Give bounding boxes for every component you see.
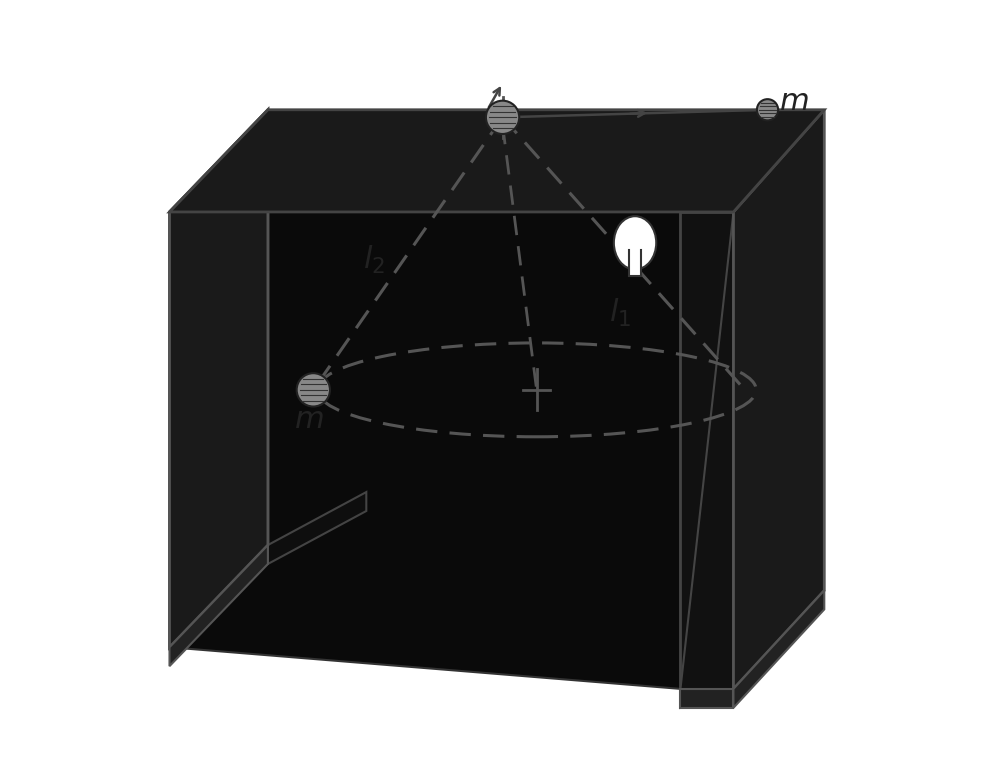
Polygon shape <box>734 110 825 689</box>
Polygon shape <box>680 212 734 708</box>
Polygon shape <box>268 492 366 564</box>
Polygon shape <box>169 545 268 666</box>
Text: $m$: $m$ <box>779 86 809 117</box>
Circle shape <box>486 101 519 134</box>
Polygon shape <box>169 110 268 647</box>
Circle shape <box>757 99 778 120</box>
Circle shape <box>297 373 330 407</box>
Polygon shape <box>169 110 268 647</box>
Ellipse shape <box>614 217 656 269</box>
Bar <box>630 250 641 276</box>
Text: $m$: $m$ <box>294 403 324 435</box>
Polygon shape <box>169 110 825 212</box>
Text: $l_2$: $l_2$ <box>362 244 384 276</box>
Polygon shape <box>734 590 825 708</box>
Polygon shape <box>680 689 734 708</box>
Polygon shape <box>169 212 680 689</box>
Text: $l_1$: $l_1$ <box>609 297 631 329</box>
Polygon shape <box>680 212 734 689</box>
